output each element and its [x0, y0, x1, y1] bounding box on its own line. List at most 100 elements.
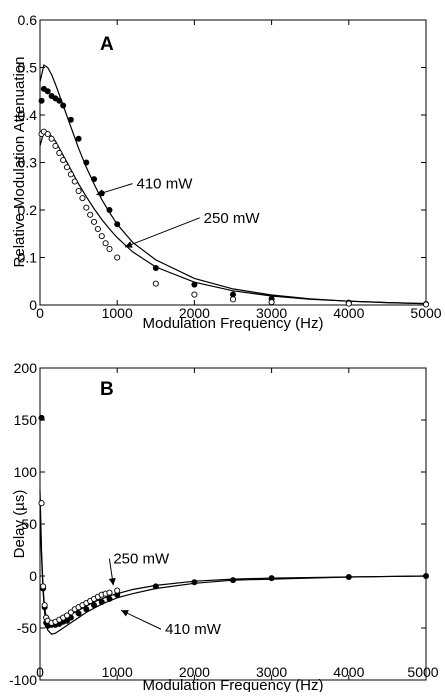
fit-curve	[39, 64, 427, 305]
data-point-open	[79, 195, 86, 202]
annotation-label: 250 mW	[113, 551, 170, 568]
data-point-filled	[345, 574, 352, 581]
data-point-open	[191, 291, 198, 298]
data-point-filled	[38, 97, 45, 104]
data-point-filled	[230, 577, 236, 584]
data-point-open	[48, 135, 55, 142]
data-point-open	[90, 218, 98, 225]
data-point-open	[60, 157, 67, 164]
data-point-open	[152, 280, 159, 287]
x-tick-label: 4000	[333, 664, 364, 680]
data-point-filled	[67, 116, 74, 123]
data-point-open	[56, 149, 63, 157]
annotation-label: 410 mW	[137, 176, 194, 193]
y-tick-label: 200	[14, 360, 38, 376]
annotation-label: 410 mW	[165, 621, 222, 638]
y-tick-labels-b: -100 -50 0 50 100 150 200	[9, 360, 37, 688]
data-point-filled	[114, 591, 121, 598]
x-tick-labels-a: 0 1000 2000 3000 4000 5000	[36, 305, 442, 321]
y-tick-label: 0.5	[18, 60, 38, 76]
x-tick-label: 0	[36, 664, 44, 680]
data-point-open	[102, 240, 109, 247]
data-point-open	[38, 500, 45, 507]
data-point-filled	[75, 610, 82, 617]
data-point-filled	[152, 264, 159, 271]
x-tick-label: 0	[36, 305, 44, 321]
data-point-open	[75, 187, 82, 195]
data-point-open	[67, 609, 74, 616]
plot-frame-b	[39, 367, 427, 681]
data-point-filled	[91, 602, 98, 609]
panel-b: 0 1000 2000 3000 4000 5000 -100 -50 0 50…	[9, 360, 439, 694]
data-point-open	[94, 225, 101, 233]
data-point-open	[114, 587, 121, 594]
y-tick-label: 0.1	[18, 250, 38, 266]
data-point-filled	[98, 599, 105, 605]
data-point-open	[268, 299, 275, 306]
x-axis-label-a: Modulation Frequency (Hz)	[143, 315, 324, 332]
annotation-arrowhead	[96, 189, 105, 197]
data-point-filled	[44, 88, 51, 95]
x-tick-label: 3000	[256, 305, 287, 321]
y-axis-label-a: Relative Modulation Attenuation	[11, 57, 28, 268]
annotation-arrowhead	[108, 577, 116, 586]
annotation-arrowhead	[124, 241, 133, 248]
x-tick-label: 5000	[407, 664, 438, 680]
y-tick-label: 0.6	[18, 12, 38, 28]
annotation-arrowhead	[121, 610, 129, 617]
y-tick-label: 100	[14, 464, 38, 480]
y-axis-label-b: Delay (µs)	[11, 490, 28, 559]
y-tick-label: 150	[14, 412, 38, 428]
data-point-open	[98, 233, 105, 240]
annotation-arrow	[124, 217, 200, 248]
data-point-open	[44, 130, 51, 138]
data-point-filled	[106, 207, 113, 213]
x-tick-label: 1000	[102, 305, 133, 321]
y-tick-label: 50	[21, 516, 37, 532]
plot-frame-a	[39, 19, 427, 306]
data-marks-a	[38, 64, 430, 308]
panel-label-a: A	[100, 34, 114, 55]
data-point-open	[229, 296, 237, 303]
data-point-open	[106, 589, 113, 596]
data-point-filled	[75, 135, 82, 142]
data-point-open	[41, 602, 48, 609]
panel-a: 0 1000 2000 3000 4000 5000 0 0.1 0.2 0.3…	[11, 12, 442, 332]
data-point-open	[63, 164, 71, 171]
data-point-filled	[152, 583, 159, 590]
panel-label-b: B	[100, 379, 114, 400]
fit-curve	[39, 490, 427, 626]
data-point-open	[345, 300, 352, 307]
data-point-open	[67, 171, 74, 178]
y-tick-label: 0	[29, 297, 37, 313]
data-point-filled	[268, 575, 275, 582]
data-point-open	[422, 301, 430, 308]
x-tick-labels-b: 0 1000 2000 3000 4000 5000	[36, 664, 439, 680]
axis-ticks-b	[39, 367, 427, 681]
data-point-filled	[423, 573, 429, 579]
data-point-filled	[56, 97, 63, 104]
y-tick-label: 0.3	[18, 155, 38, 171]
data-point-filled	[230, 291, 236, 298]
x-axis-label-b: Modulation Frequency (Hz)	[143, 677, 324, 692]
data-point-open	[52, 142, 59, 149]
y-tick-label: -50	[17, 620, 37, 636]
data-point-open	[106, 245, 113, 252]
data-point-open	[63, 612, 71, 619]
data-point-open	[114, 254, 121, 261]
y-tick-labels-a: 0 0.1 0.2 0.3 0.4 0.5 0.6	[18, 12, 38, 313]
y-tick-label: 0.2	[18, 202, 38, 218]
y-tick-label: -100	[9, 672, 37, 688]
x-tick-label: 3000	[256, 664, 287, 680]
data-point-filled	[91, 176, 98, 183]
data-point-filled	[83, 606, 90, 613]
data-point-open	[87, 211, 94, 218]
data-point-filled	[191, 579, 198, 586]
data-point-open	[40, 583, 47, 590]
x-tick-label: 1000	[102, 664, 133, 680]
annotation-label: 250 mW	[204, 210, 261, 227]
data-point-filled	[114, 221, 121, 228]
y-tick-label: 0.4	[18, 107, 38, 123]
